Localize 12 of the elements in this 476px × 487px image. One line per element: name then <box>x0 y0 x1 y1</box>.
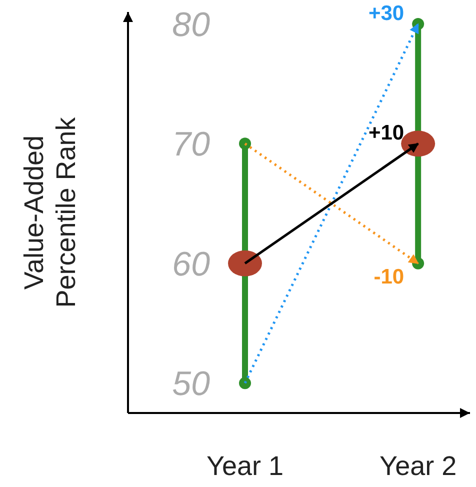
y-axis-title: Value-Added Percentile Rank <box>19 116 81 308</box>
annotation: +30 <box>368 2 404 25</box>
y-tick-label: 70 <box>172 126 210 164</box>
y-tick-label: 60 <box>172 245 210 284</box>
annotation: +10 <box>368 122 404 145</box>
point <box>239 377 251 390</box>
x-tick-label: Year 2 <box>380 451 457 481</box>
y-tick-label: 80 <box>172 6 210 44</box>
point <box>228 250 262 276</box>
annotation: -10 <box>374 265 404 288</box>
y-tick-label: 50 <box>172 364 210 403</box>
x-tick-label: Year 1 <box>206 451 284 481</box>
